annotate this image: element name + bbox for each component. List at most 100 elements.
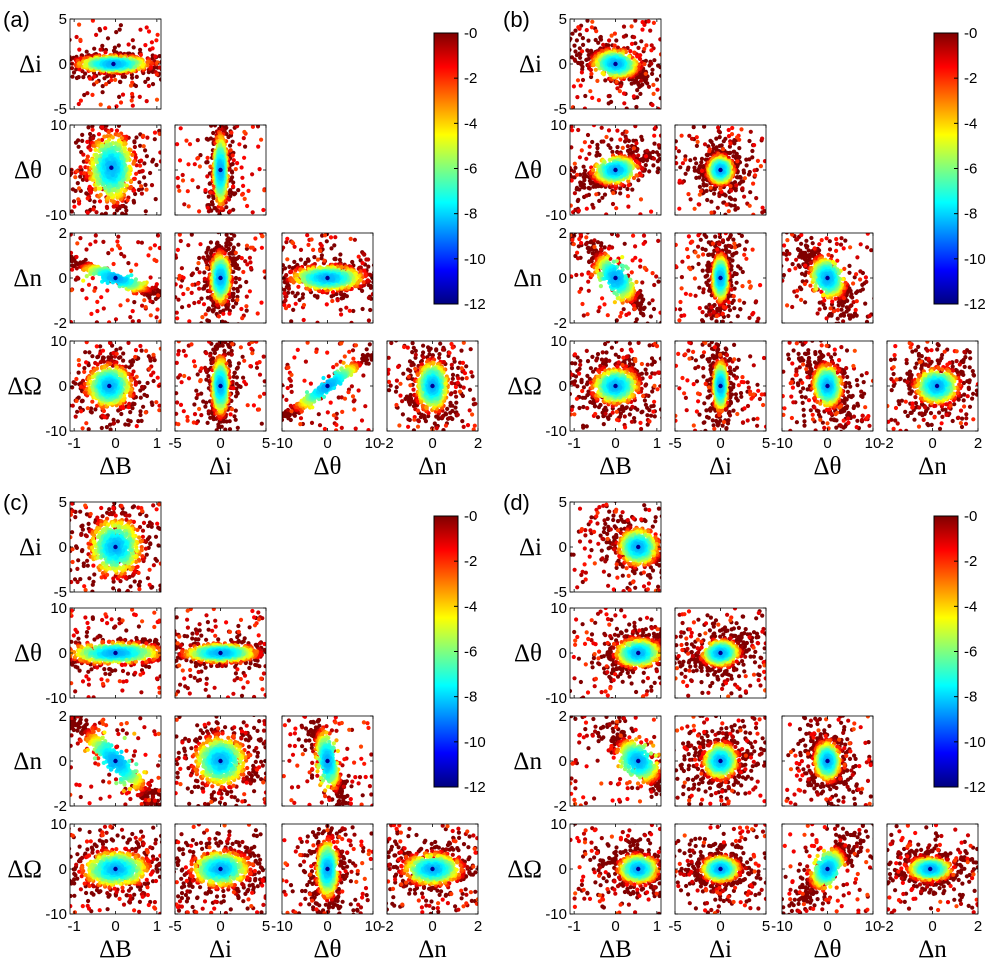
scatter-point: [166, 76, 170, 80]
scatter-point: [122, 254, 127, 259]
scatter-point: [115, 239, 120, 244]
scatter-point: [35, 78, 39, 82]
y-tick-label: 0: [59, 270, 67, 287]
scatter-point: [234, 301, 239, 306]
scatter-point: [140, 168, 145, 174]
scatter-point: [150, 82, 156, 87]
scatter-point: [223, 329, 227, 333]
scatter-point: [175, 247, 180, 252]
scatter-point: [175, 310, 179, 315]
scatter-point: [131, 176, 136, 182]
scatter-point: [134, 74, 139, 79]
scatter-point: [206, 209, 211, 214]
scatter-point: [235, 125, 240, 129]
scatter-point: [70, 263, 75, 268]
scatter-point: [233, 275, 239, 281]
scatter-point: [130, 91, 135, 97]
scatter-point: [63, 255, 67, 259]
scatter-point: [153, 197, 158, 202]
scatter-point: [118, 100, 124, 105]
scatter-point: [197, 164, 202, 169]
scatter-point: [197, 286, 202, 291]
scatter-point: [98, 121, 102, 125]
scatter-point: [154, 315, 159, 320]
scatter-point: [142, 161, 147, 166]
scatter-point: [175, 253, 178, 258]
scatter-point: [97, 239, 101, 243]
scatter-point: [178, 238, 183, 244]
scatter-point: [239, 99, 243, 103]
scatter-point: [0, 53, 3, 57]
scatter-point: [148, 170, 153, 176]
scatter-point: [241, 136, 246, 141]
scatter-point: [164, 293, 168, 297]
scatter-point: [161, 298, 165, 302]
scatter-point: [0, 228, 2, 232]
scatter-point: [76, 101, 81, 107]
scatter-point: [197, 209, 202, 214]
scatter-point: [244, 294, 249, 299]
scatter-point: [244, 304, 249, 309]
scatter-point: [174, 301, 178, 305]
scatter-point: [156, 293, 161, 298]
scatter-point: [224, 241, 229, 246]
scatter-point: [245, 203, 250, 209]
scatter-point: [196, 185, 201, 190]
scatter-point: [74, 169, 79, 174]
scatter-point: [236, 188, 241, 193]
scatter-point: [116, 43, 121, 48]
scatter-point: [11, 89, 15, 93]
scatter-point: [237, 276, 242, 282]
scatter-point: [71, 70, 77, 75]
scatter-point: [88, 207, 93, 212]
scatter-point: [52, 73, 56, 77]
scatter-point: [282, 84, 286, 88]
scatter-point: [117, 27, 122, 32]
scatter-point: [130, 38, 135, 43]
scatter-point: [202, 270, 207, 275]
scatter-point: [211, 73, 215, 77]
scatter-point: [82, 219, 86, 223]
scatter-point: [208, 121, 212, 125]
scatter-point: [55, 264, 59, 268]
scatter-point: [155, 32, 160, 37]
scatter-point: [149, 40, 154, 45]
y-axis-label: Δi: [19, 51, 42, 78]
scatter-point: [187, 319, 192, 323]
scatter-point: [138, 143, 143, 148]
scatter-point: [266, 330, 270, 334]
scatter-point: [232, 233, 237, 238]
scatter-point: [180, 305, 185, 310]
scatter-point: [143, 213, 148, 215]
scatter-point: [77, 22, 82, 27]
center-point: [218, 275, 223, 281]
scatter-point: [77, 61, 82, 66]
scatter-point: [129, 268, 134, 273]
scatter-point: [235, 297, 240, 302]
scatter-point: [116, 243, 121, 248]
scatter-points: [175, 73, 266, 215]
scatter-point: [197, 270, 202, 275]
scatter-point: [229, 233, 234, 236]
scatter-point: [221, 118, 225, 122]
scatter-point: [101, 306, 106, 311]
scatter-point: [38, 242, 42, 246]
scatter-point: [192, 300, 197, 306]
scatter-point: [186, 303, 191, 308]
scatter-point: [132, 144, 137, 150]
scatter-point: [90, 136, 96, 141]
scatter-point: [85, 154, 90, 159]
scatter-point: [285, 48, 289, 52]
scatter-point: [250, 245, 255, 250]
scatter-point: [83, 71, 88, 76]
scatter-point: [148, 246, 153, 251]
colorbar-tick-label: -6: [464, 161, 477, 178]
scatter-point: [221, 311, 226, 316]
y-tick-label: 2: [59, 225, 67, 242]
scatter-point: [22, 234, 26, 238]
scatter-point: [237, 220, 241, 224]
scatter-point: [13, 34, 17, 38]
y-tick-label: 0: [59, 56, 67, 73]
scatter-point: [384, 51, 388, 55]
scatter-point: [198, 242, 203, 247]
